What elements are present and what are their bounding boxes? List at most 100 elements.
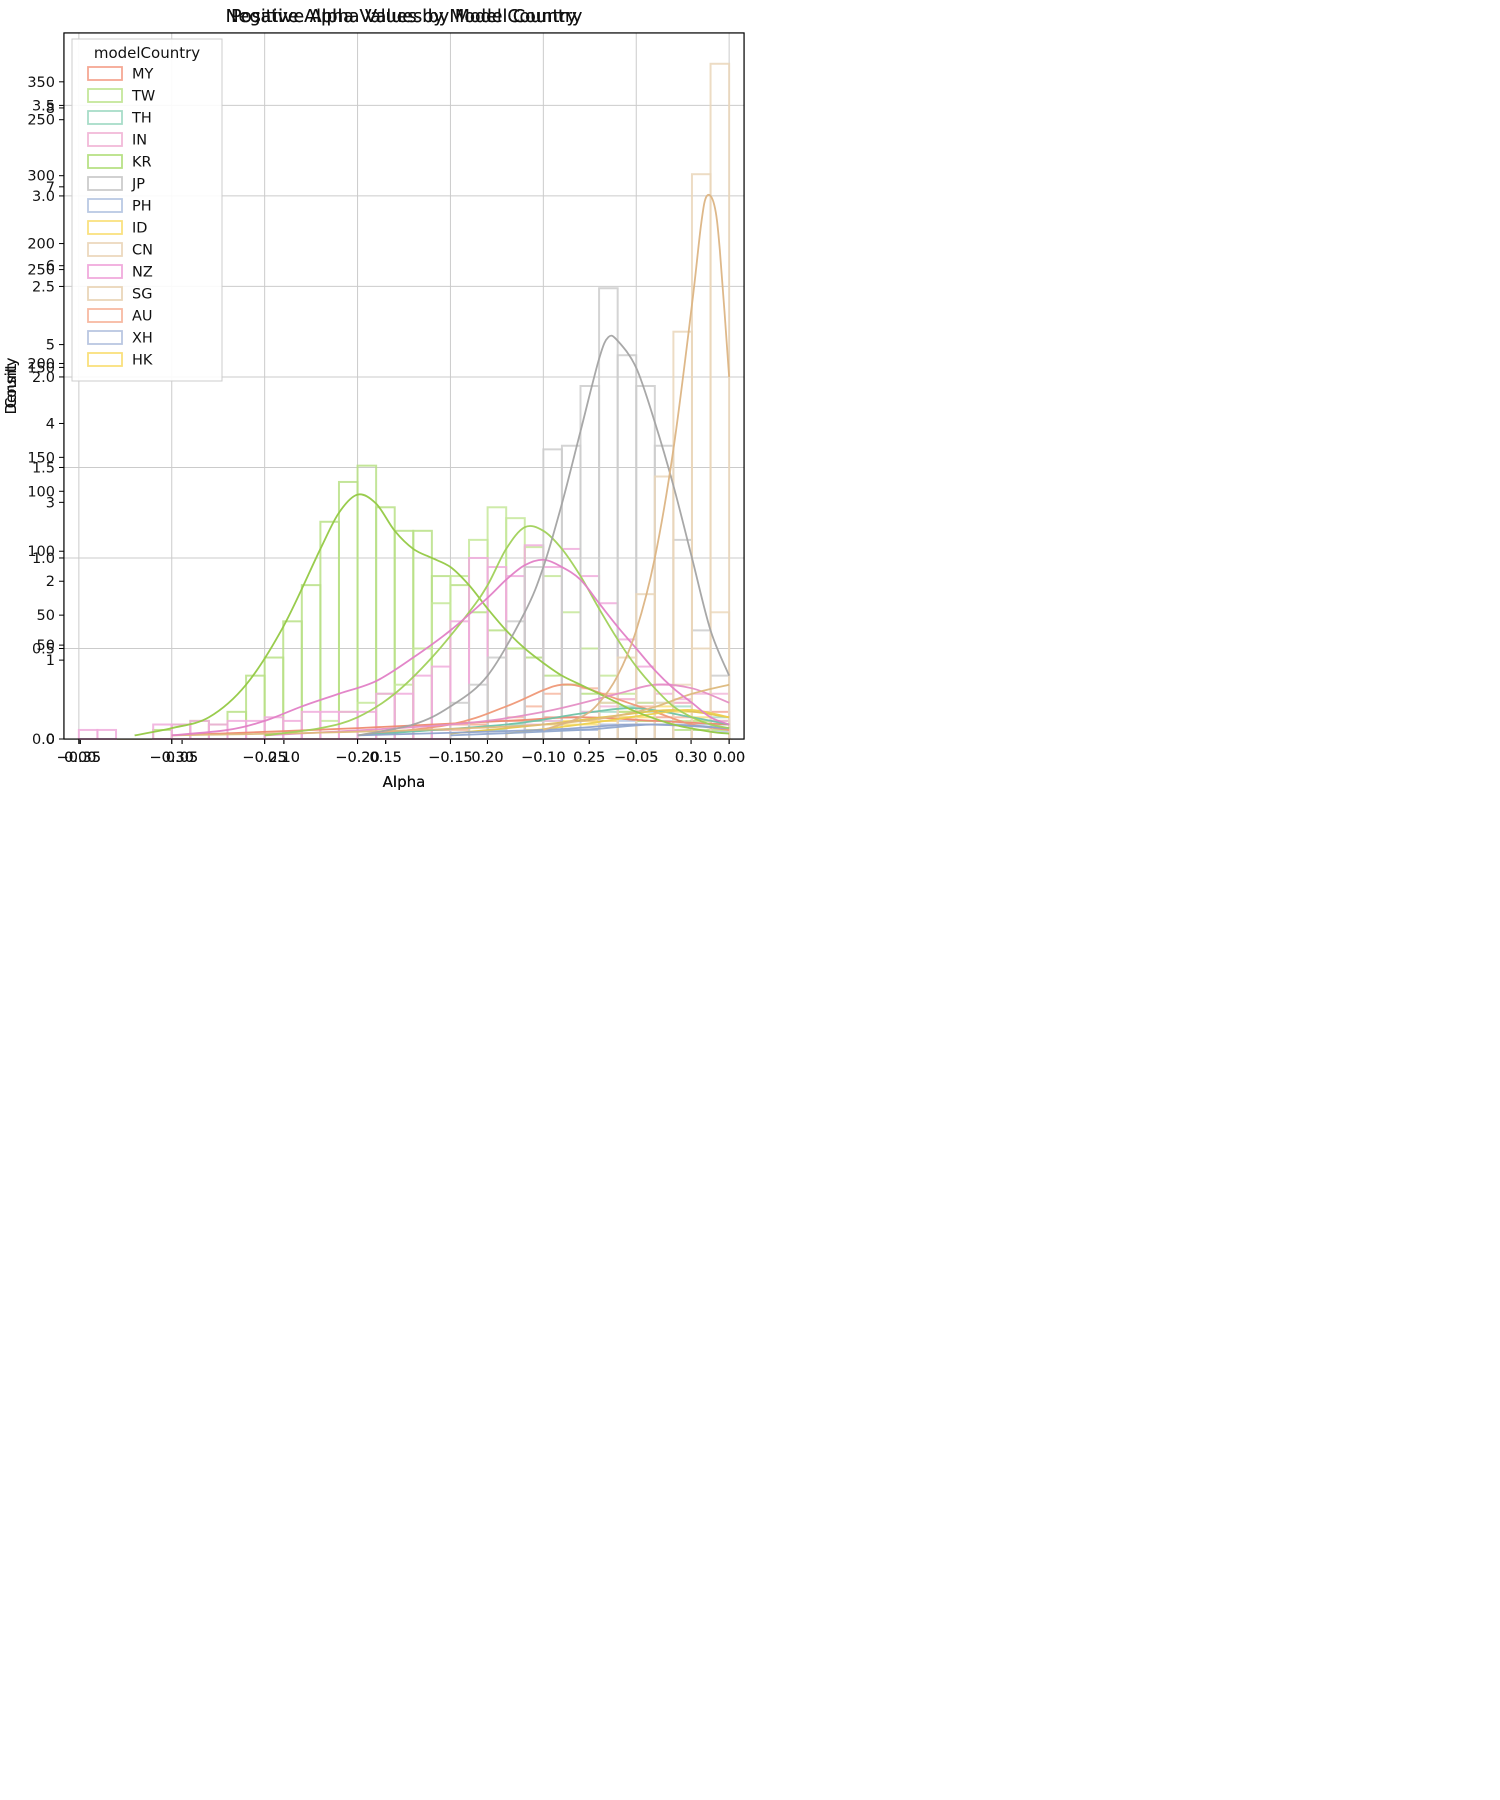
legend-swatch-HK [87,352,123,367]
legend: modelCountry MY TW TH IN KR JP PH ID CN NZ SG AU XH HK [71,38,223,382]
chart-title: Positive Alpha Values by Model Country [231,7,577,27]
svg-text:0.5: 0.5 [32,641,55,657]
svg-text:0: 0 [46,732,55,748]
legend-swatch-SG [87,286,123,301]
svg-text:0: 0 [46,732,55,748]
legend-label-XH: XH [132,331,153,347]
axis-ticks: 0.00 0.05 0.10 0.15 0.20 0.25 0.30 0 1 2 3 4 5 6 7 8 [46,101,707,766]
svg-text:0.30: 0.30 [675,750,707,766]
legend-label-TH: TH [131,111,152,127]
legend-label-AU: AU [132,309,153,325]
legend-label-PH: PH [132,199,152,215]
svg-text:8: 8 [46,101,55,117]
legend-label-IN: IN [132,133,147,149]
axis-ticks: 0.00 0.05 0.10 0.15 0.20 0.25 0.30050100150200… [27,113,707,766]
svg-text:0.15: 0.15 [370,750,402,766]
kde-curves [134,193,731,737]
svg-text:100: 100 [27,484,55,500]
x-axis-label: Alpha [383,773,426,790]
svg-text:−0.10: −0.10 [521,750,565,766]
chart-svg-negative-density: −0.35 −0.30 −0.25 −0.20 −0.15 −0.10 −0.05 0.000… [2,7,745,790]
chart-negative-alpha-density: −0.35 −0.30 −0.25 −0.20 −0.15 −0.10 −0.05 0.00 0… [0,0,750,790]
svg-text:−0.30: −0.30 [150,750,194,766]
legend-swatch-CN [87,242,123,257]
svg-text:4: 4 [46,416,55,432]
svg-text:3.0: 3.0 [32,189,55,205]
x-axis-label: Alpha [383,773,426,790]
svg-text:2.5: 2.5 [32,279,55,295]
svg-text:3.5: 3.5 [32,98,55,114]
y-axis-label: Count [2,364,20,409]
legend-swatch-KR [87,154,123,169]
svg-text:0.05: 0.05 [166,750,198,766]
svg-text:−0.35: −0.35 [57,750,101,766]
svg-text:0.10: 0.10 [268,750,300,766]
legend-swatch-IN [87,132,123,147]
chart-title: Negative Alpha Values by Model Country [226,7,583,27]
axis-ticks: −0.35 −0.30 −0.25 −0.20 −0.15 −0.10 −0.05 0.000… [32,98,745,766]
y-axis-label: Density [2,357,20,414]
legend-swatch-TH [87,110,123,125]
svg-text:0.30: 0.30 [675,750,707,766]
legend-label-TW: TW [131,89,155,105]
svg-text:−0.20: −0.20 [335,750,379,766]
legend-swatch-ID [87,220,123,235]
svg-text:200: 200 [27,237,55,253]
legend-title: modelCountry [94,44,200,62]
svg-text:−0.20: −0.20 [335,750,379,766]
svg-text:6: 6 [46,259,55,275]
svg-text:−0.25: −0.25 [242,750,286,766]
svg-text:0.00: 0.00 [64,750,96,766]
legend-label-MY: MY [132,67,154,83]
svg-text:0: 0 [46,732,55,748]
svg-text:−0.15: −0.15 [428,750,472,766]
svg-text:−0.30: −0.30 [150,750,194,766]
svg-text:−0.25: −0.25 [242,750,286,766]
legend-swatch-NZ [87,264,123,279]
x-axis-label: Alpha [383,773,426,790]
svg-text:3: 3 [46,495,55,511]
svg-text:−0.35: −0.35 [57,750,101,766]
legend-swatch-AU [87,308,123,323]
svg-text:1.5: 1.5 [32,460,55,476]
svg-text:1.0: 1.0 [32,551,55,567]
svg-text:150: 150 [27,360,55,376]
svg-text:0.0: 0.0 [32,732,55,748]
svg-text:2: 2 [46,574,55,590]
svg-text:0.05: 0.05 [166,750,198,766]
legend-label-JP: JP [131,177,145,193]
svg-text:350: 350 [27,75,55,91]
svg-text:1: 1 [46,653,55,669]
legend-swatch-PH [87,198,123,213]
svg-text:−0.10: −0.10 [521,750,565,766]
chart-title: Positive Alpha Values by Model Country [231,7,577,27]
svg-text:150: 150 [27,450,55,466]
axis-ticks: −0.35 −0.30 −0.25 −0.20 −0.15 −0.10 −0.05 0.000… [27,75,745,766]
legend-swatch-MY [87,66,123,81]
legend-label-SG: SG [132,287,152,303]
svg-text:0.20: 0.20 [471,750,503,766]
chart-title: Negative Alpha Values by Model Country [226,7,583,27]
svg-text:0.00: 0.00 [713,750,745,766]
svg-text:−0.05: −0.05 [614,750,658,766]
svg-text:0.10: 0.10 [268,750,300,766]
svg-text:−0.15: −0.15 [428,750,472,766]
legend-swatch-TW [87,88,123,103]
svg-text:0.00: 0.00 [713,750,745,766]
legend-label-HK: HK [132,353,153,369]
svg-text:0.25: 0.25 [573,750,605,766]
svg-text:0.25: 0.25 [573,750,605,766]
legend-swatch-XH [87,330,123,345]
y-axis-label: Count [2,364,20,409]
y-axis-label: Density [2,357,20,414]
legend-swatch-JP [87,176,123,191]
svg-text:200: 200 [27,356,55,372]
svg-text:0.00: 0.00 [64,750,96,766]
svg-text:7: 7 [46,180,55,196]
svg-text:0.20: 0.20 [471,750,503,766]
legend-label-KR: KR [132,155,152,171]
svg-text:50: 50 [37,608,55,624]
legend-label-ID: ID [132,221,147,237]
svg-text:50: 50 [37,638,55,654]
svg-text:5: 5 [46,338,55,354]
